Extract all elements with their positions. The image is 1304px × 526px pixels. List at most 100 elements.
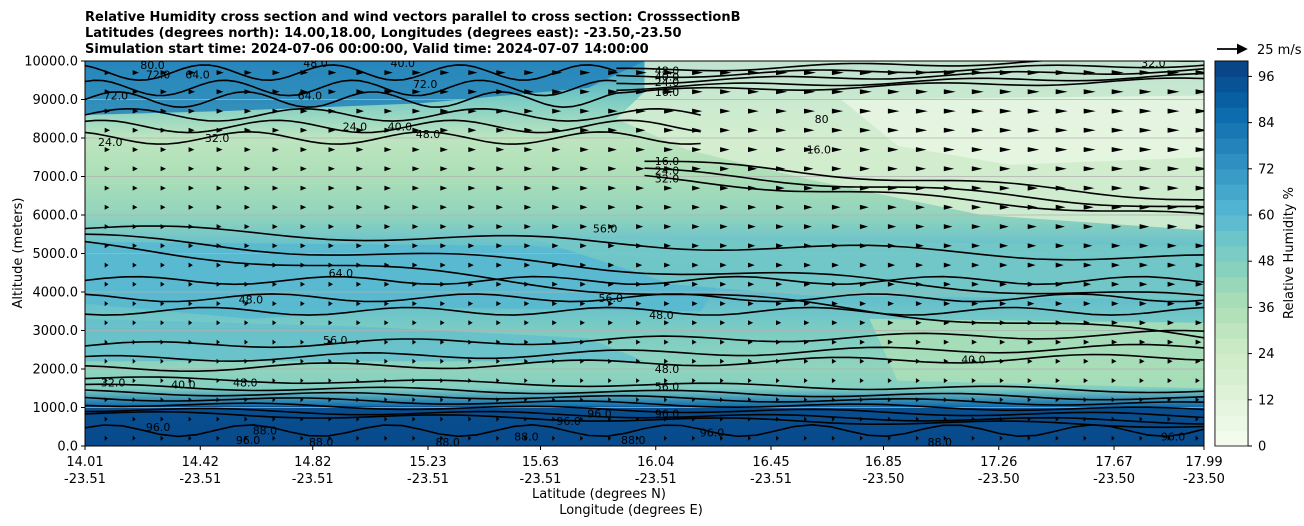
wind-vector [887, 320, 894, 326]
wind-vector [328, 166, 335, 172]
contour-lines [85, 61, 1204, 438]
wind-vector [160, 243, 166, 249]
wind-vector [468, 185, 476, 191]
wind-vector [1083, 224, 1093, 230]
x-tick-lon: -23.51 [407, 472, 449, 487]
x-tick-lon: -23.51 [292, 472, 334, 487]
colorbar-band [1215, 184, 1248, 201]
wind-vector [1167, 147, 1180, 153]
wind-vector [692, 185, 701, 191]
wind-vector [859, 320, 866, 326]
wind-vector [1111, 127, 1124, 133]
wind-vector [216, 89, 224, 95]
wind-vector [804, 147, 814, 153]
wind-vector [244, 339, 248, 345]
wind-vector [1027, 262, 1036, 268]
wind-vector [328, 108, 336, 114]
wind-vector [300, 108, 308, 114]
wind-vector [636, 147, 645, 153]
wind-vector [328, 281, 333, 287]
wind-vector [552, 108, 562, 114]
wind-vector [440, 185, 448, 191]
wind-vector [692, 204, 700, 210]
x-tick-lon: -23.51 [64, 472, 106, 487]
contour-label: 48.0 [655, 65, 680, 78]
wind-vector [720, 281, 727, 287]
wind-vector [1027, 435, 1031, 441]
wind-vector [132, 416, 136, 422]
wind-vector [887, 166, 898, 172]
wind-vector [356, 262, 362, 268]
wind-vector [1111, 262, 1120, 268]
wind-vector [356, 320, 361, 326]
wind-vector [1111, 204, 1122, 210]
wind-vector [524, 127, 533, 133]
wind-vector [468, 108, 477, 114]
wind-vector [664, 127, 674, 133]
wind-vector [943, 70, 956, 76]
x-tick-lon: -23.51 [635, 472, 677, 487]
wind-vector [1083, 358, 1089, 364]
wind-vector [999, 70, 1012, 76]
wind-vector [580, 127, 590, 133]
wind-vector [1083, 378, 1088, 384]
wind-vector [1195, 147, 1204, 153]
wind-vector [524, 397, 528, 403]
wind-vector [580, 147, 589, 153]
wind-vector [496, 108, 505, 114]
contour-line [85, 240, 1204, 339]
wind-vector [440, 281, 446, 287]
wind-vector [887, 89, 900, 95]
wind-vector [887, 416, 891, 422]
wind-vector [608, 70, 619, 76]
colorbar-band [1215, 261, 1248, 278]
wind-vector [1055, 89, 1068, 95]
wind-vector [748, 262, 755, 268]
wind-vector [943, 262, 952, 268]
wind-vector [804, 281, 811, 287]
wind-vector [188, 224, 194, 230]
wind-vector [831, 435, 835, 441]
wind-vector [943, 301, 951, 307]
wind-vector [468, 416, 472, 422]
wind-vector [160, 166, 166, 172]
wind-vector [999, 435, 1003, 441]
wind-vector [1083, 89, 1096, 95]
wind-vector [1055, 166, 1067, 172]
wind-vector [244, 397, 248, 403]
wind-vector [356, 166, 363, 172]
wind-vector [524, 358, 528, 364]
wind-vector [636, 301, 642, 307]
wind-vector [1195, 166, 1204, 172]
wind-vector [608, 224, 616, 230]
wind-vector [608, 127, 618, 133]
wind-vector [943, 127, 956, 133]
contour-line [85, 130, 701, 145]
wind-vector [636, 435, 640, 441]
wind-vector [216, 243, 222, 249]
contour-label: 48.0 [649, 309, 674, 322]
wind-vector [636, 243, 643, 249]
wind-vector [524, 320, 529, 326]
wind-vector [216, 416, 220, 422]
wind-vector [1195, 435, 1199, 441]
wind-vector [272, 320, 277, 326]
contour-line [644, 174, 1204, 215]
wind-vector [1167, 262, 1176, 268]
wind-vector [244, 243, 250, 249]
wind-vector [244, 320, 249, 326]
wind-vector [300, 185, 307, 191]
wind-vector [440, 108, 449, 114]
wind-vector [1055, 358, 1061, 364]
wind-vector [160, 320, 165, 326]
colorbar-ticks: 0 12 24 36 48 60 72 84 96 [1248, 70, 1275, 455]
wind-vector [1167, 358, 1173, 364]
wind-vector [664, 397, 668, 403]
wind-vector [440, 166, 448, 172]
wind-vector [887, 127, 899, 133]
contour-line [616, 61, 1204, 72]
wind-vector [608, 147, 617, 153]
wind-vector [384, 378, 388, 384]
contour-label: 72.0 [104, 90, 129, 103]
wind-vector [831, 301, 838, 307]
